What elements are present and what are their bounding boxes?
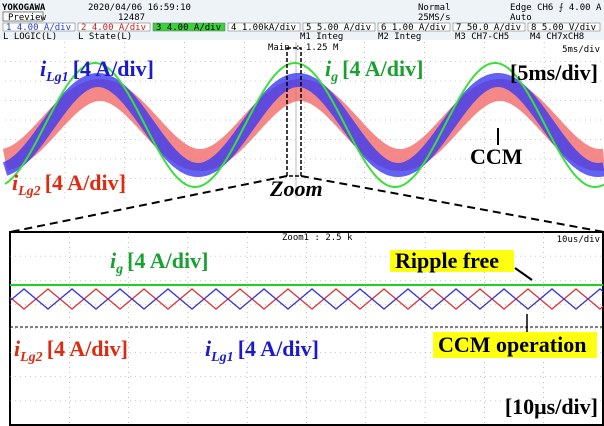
math-label: L State(L) (78, 32, 132, 42)
timebase: 5ms/div (562, 45, 600, 55)
brand: YOKOGAWA (2, 3, 46, 13)
timebase: 10us/div (557, 235, 600, 245)
panel-info: Zoom1 : 2.5 k (282, 233, 353, 243)
label-scale: [4 A/div] (45, 170, 126, 195)
label-scale: [4 A/div] (73, 56, 154, 81)
channel-label: 3 4.00 A/div (156, 23, 221, 33)
ccm-label: CCM (470, 144, 523, 169)
label-scale: [4 A/div] (47, 336, 128, 361)
zoom-label: Zoom (269, 176, 323, 201)
label-subscript: Lg2 (19, 350, 43, 365)
trigger: Edge CH6 ⨍ 4.00 A (510, 3, 602, 13)
datetime: 2020/04/06 16:59:10 (88, 3, 191, 13)
channel-label: 4 1.00kA/div (231, 23, 296, 33)
scope-screen: YOKOGAWA Preview 2020/04/06 16:59:10 124… (0, 0, 604, 426)
trigger-auto: Auto (510, 13, 532, 23)
math-label: M3 CH7-CH5 (455, 32, 509, 42)
math-label: L LOGIC(L) (3, 32, 57, 42)
trigger-mode: Normal (418, 3, 451, 13)
label-scale: [4 A/div] (342, 56, 423, 81)
label-scale: [4 A/div] (127, 248, 208, 273)
count: 12487 (118, 13, 145, 23)
label-subscript: Lg1 (45, 70, 69, 85)
math-label: M1 Integ (300, 32, 343, 42)
label-subscript: g (330, 70, 338, 85)
label-scale: [4 A/div] (238, 336, 319, 361)
math-label: M2 Integ (378, 32, 421, 42)
label-subscript: Lg1 (210, 350, 234, 365)
scale-note: [5ms/div] (510, 60, 598, 85)
math-label: M4 CH7xCH8 (530, 32, 584, 42)
label-subscript: Lg2 (17, 184, 41, 199)
mode: Preview (8, 13, 47, 23)
panel-info: Main : 1.25 M (268, 43, 339, 53)
ccm-operation-label: CCM operation (438, 332, 586, 357)
scale-note: [10μs/div] (505, 394, 598, 419)
label-subscript: g (115, 262, 123, 277)
sample-rate: 25MS/s (418, 13, 451, 23)
ripple-label: Ripple free (395, 248, 499, 273)
